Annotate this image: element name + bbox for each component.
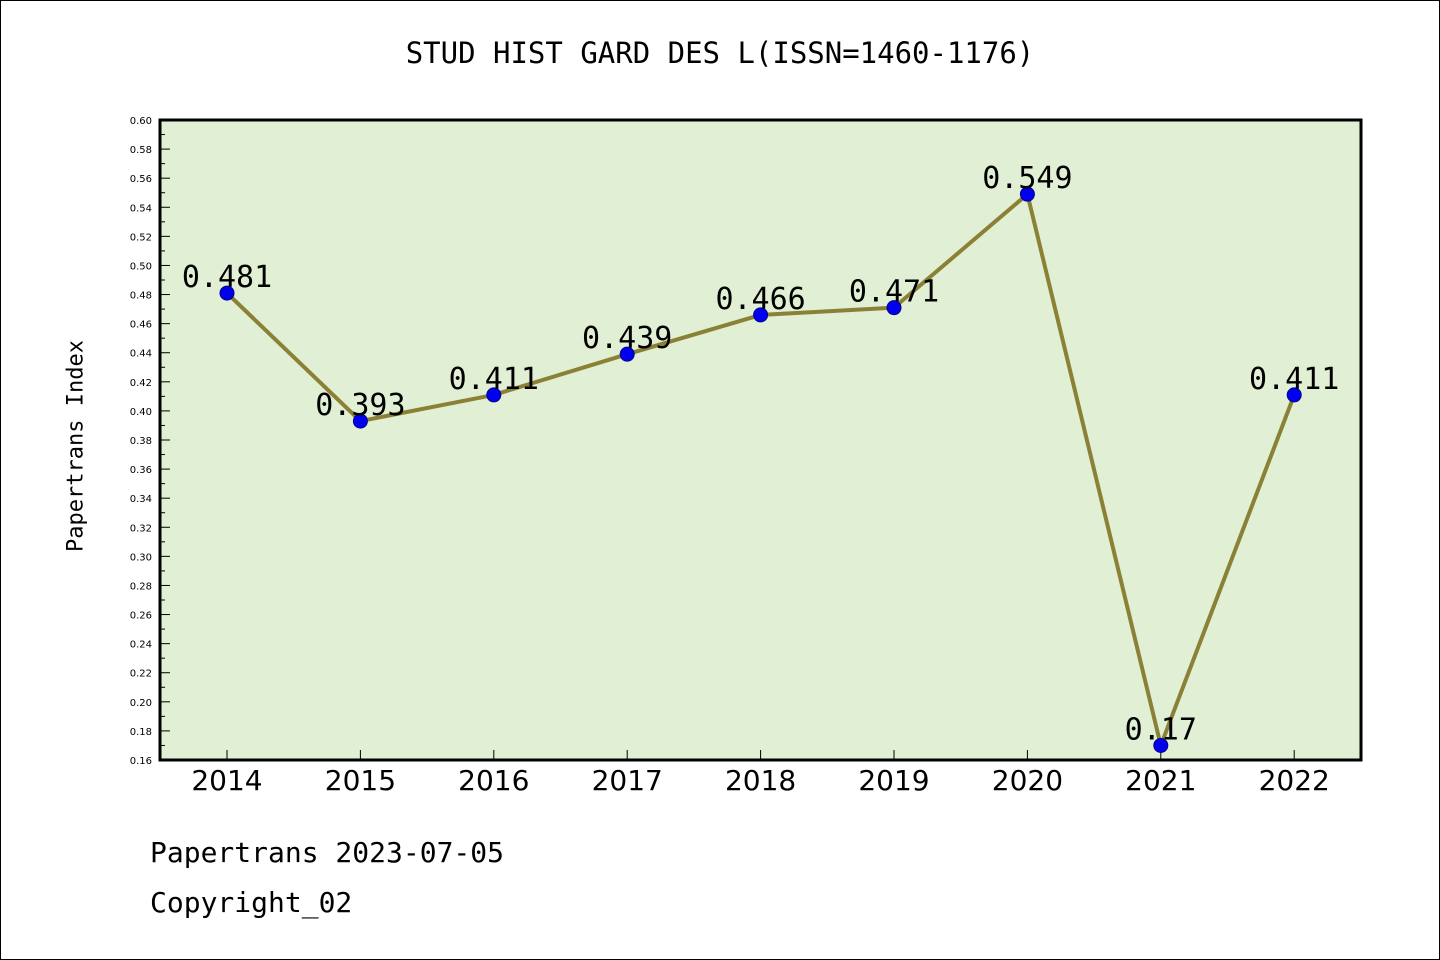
data-point <box>1019 186 1035 202</box>
y-tick-label: 0.44 <box>130 349 152 360</box>
plot-area <box>158 118 1363 762</box>
y-tick-label: 0.46 <box>130 320 152 331</box>
data-point <box>1153 737 1169 753</box>
x-tick-label: 2018 <box>725 764 796 797</box>
footer-date: Papertrans 2023-07-05 <box>150 836 505 869</box>
y-tick-label: 0.52 <box>130 232 152 243</box>
data-label: 0.549 <box>982 161 1072 196</box>
x-tick-label: 2017 <box>592 764 663 797</box>
data-point <box>1286 387 1302 403</box>
y-tick-label: 0.30 <box>130 552 152 563</box>
footer-copyright: Copyright_02 <box>150 886 353 919</box>
y-tick-label: 0.50 <box>130 261 152 272</box>
x-tick-label: 2021 <box>1125 764 1196 797</box>
y-tick-label: 0.36 <box>130 465 152 476</box>
data-labels: 0.481 0.393 0.411 0.439 0.466 0.471 0.549 0.17 0… <box>182 161 1340 747</box>
y-tick-label: 0.16 <box>130 756 152 767</box>
data-point <box>486 387 502 403</box>
x-tick-label: 2019 <box>858 764 929 797</box>
data-label: 0.17 <box>1125 712 1197 747</box>
data-point <box>886 300 902 316</box>
x-tick-label: 2020 <box>992 764 1063 797</box>
data-label: 0.466 <box>715 282 805 317</box>
y-tick-label: 0.40 <box>130 407 152 418</box>
y-tick-label: 0.56 <box>130 174 152 185</box>
y-tick-label: 0.22 <box>130 669 152 680</box>
data-label: 0.411 <box>1249 362 1339 397</box>
y-tick-label: 0.58 <box>130 145 152 156</box>
data-label: 0.471 <box>849 275 939 310</box>
x-tick-label: 2014 <box>191 764 262 797</box>
x-tick-label: 2015 <box>325 764 396 797</box>
y-tick-label: 0.60 <box>130 116 152 127</box>
x-tick-label: 2022 <box>1259 764 1330 797</box>
data-point <box>619 346 635 362</box>
x-tick-label: 2016 <box>458 764 529 797</box>
y-tick-label: 0.32 <box>130 523 152 534</box>
series-layer <box>219 186 1302 753</box>
y-tick-label: 0.48 <box>130 291 152 302</box>
y-tick-label: 0.20 <box>130 698 152 709</box>
y-tick-label: 0.34 <box>130 494 152 505</box>
y-tick-label: 0.54 <box>130 203 152 214</box>
data-point <box>352 413 368 429</box>
data-label: 0.481 <box>182 260 272 295</box>
data-label: 0.393 <box>315 388 405 423</box>
y-tick-label: 0.26 <box>130 611 152 622</box>
data-point <box>219 285 235 301</box>
y-tick-label: 0.38 <box>130 436 152 447</box>
data-label: 0.439 <box>582 321 672 356</box>
y-tick-label: 0.18 <box>130 727 152 738</box>
y-tick-label: 0.24 <box>130 640 152 651</box>
data-label: 0.411 <box>449 362 539 397</box>
x-axis: 2014 2015 2016 2017 2018 2019 2020 2021 2022 <box>191 750 1330 797</box>
y-tick-label: 0.42 <box>130 378 152 389</box>
chart-title: STUD HIST GARD DES L(ISSN=1460-1176) <box>405 36 1035 70</box>
data-point <box>753 307 769 323</box>
y-axis: 0.16 0.18 0.20 0.22 0.24 0.26 0.28 0.30 0.32 0.34… <box>130 116 170 767</box>
y-tick-label: 0.28 <box>130 581 152 592</box>
